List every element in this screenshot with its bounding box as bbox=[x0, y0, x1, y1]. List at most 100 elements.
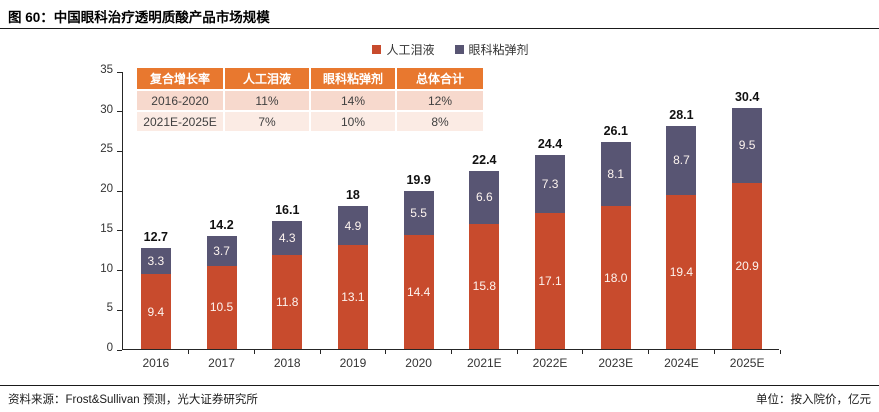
y-axis-tick-mark bbox=[117, 309, 122, 311]
cagr-table-header-cell: 眼科粘弹剂 bbox=[311, 68, 395, 89]
x-axis-tick-mark bbox=[385, 350, 387, 354]
bar-segment-viscoelastic: 7.3 bbox=[535, 155, 566, 214]
bar-total-label: 30.4 bbox=[734, 89, 760, 104]
chart-legend: 人工泪液 眼科粘弹剂 bbox=[122, 41, 779, 57]
x-axis-category-label: 2017 bbox=[208, 356, 235, 370]
bar-column-2019: 13.1 4.9 18 2019 bbox=[320, 72, 386, 370]
bar-segment-value-label: 3.7 bbox=[213, 243, 230, 258]
bar-column-2017: 10.5 3.7 14.2 2017 bbox=[189, 72, 255, 370]
x-axis-tick-mark bbox=[779, 350, 781, 354]
x-axis-category-label: 2020 bbox=[405, 356, 432, 370]
bar-segment-value-label: 6.6 bbox=[476, 190, 493, 205]
bar-column-2021E: 15.8 6.6 22.4 2021E bbox=[452, 72, 518, 370]
y-axis-tick-mark bbox=[117, 230, 122, 232]
legend-swatch-red-icon bbox=[372, 44, 382, 54]
y-axis-tick-label: 15 bbox=[100, 222, 113, 235]
cagr-table-cell: 14% bbox=[311, 91, 395, 110]
bar-segment-viscoelastic: 8.1 bbox=[600, 141, 631, 207]
x-axis-category-label: 2021E bbox=[466, 356, 502, 370]
bar-segment-value-label: 4.3 bbox=[278, 231, 296, 246]
x-axis-tick-mark bbox=[451, 350, 452, 354]
legend-label-viscoelastic: 眼科粘弹剂 bbox=[468, 42, 529, 57]
bar-segment-artificial-tears: 17.1 bbox=[535, 213, 566, 349]
figure-footer: 资料来源：Frost&Sullivan 预测，光大证券研究所 单位：按入院价，亿… bbox=[8, 391, 871, 407]
bar-column-2023E: 18.0 8.1 26.1 2023E bbox=[583, 72, 649, 370]
bar-total-label: 26.1 bbox=[603, 123, 628, 138]
bar-segment-viscoelastic: 6.6 bbox=[469, 171, 500, 224]
bar-segment-value-label: 9.4 bbox=[147, 304, 165, 319]
title-divider bbox=[0, 28, 879, 29]
y-axis-tick-label: 0 bbox=[106, 342, 113, 354]
bar-segment-value-label: 17.1 bbox=[538, 274, 562, 289]
bar-segment-value-label: 8.7 bbox=[673, 153, 690, 168]
cagr-table-cell: 10% bbox=[311, 112, 395, 131]
cagr-table-header-cell: 总体合计 bbox=[397, 68, 483, 89]
bar-segment-viscoelastic: 8.7 bbox=[666, 125, 697, 195]
figure-title: 图 60：中国眼科治疗透明质酸产品市场规模 bbox=[8, 10, 270, 25]
bar-column-2022E: 17.1 7.3 24.4 2022E bbox=[517, 72, 583, 370]
cagr-table-cell: 8% bbox=[397, 112, 483, 131]
bar-column-2020: 14.4 5.5 19.9 2020 bbox=[386, 72, 452, 370]
y-axis-tick-mark bbox=[117, 190, 122, 192]
bar-total-label: 19.9 bbox=[406, 172, 431, 187]
bar-segment-value-label: 7.3 bbox=[541, 177, 559, 192]
bar-segment-artificial-tears: 19.4 bbox=[666, 194, 697, 349]
x-axis-tick-mark bbox=[648, 350, 650, 354]
y-axis-tick-label: 5 bbox=[106, 302, 113, 315]
bar-segment-value-label: 8.1 bbox=[607, 166, 625, 181]
y-axis-tick-mark bbox=[117, 150, 122, 152]
bar-total-label: 24.4 bbox=[537, 137, 563, 152]
legend-item-viscoelastic: 眼科粘弹剂 bbox=[454, 41, 529, 58]
cagr-table-header-cell: 复合增长率 bbox=[137, 68, 223, 89]
bar-segment-artificial-tears: 15.8 bbox=[469, 223, 500, 349]
cagr-table-row: 2021E-2025E 7% 10% 8% bbox=[137, 112, 483, 131]
x-axis-category-label: 2023E bbox=[598, 356, 634, 370]
bar-segment-viscoelastic: 3.3 bbox=[140, 248, 171, 275]
x-axis-tick-mark bbox=[319, 350, 321, 354]
bar-column-2024E: 19.4 8.7 28.1 2024E bbox=[649, 72, 715, 370]
stacked-bar-plot: 0 5 10 15 20 25 30 35 9.4 3.3 12.7 2016 10.5 3.7 14.2 2… bbox=[100, 64, 781, 370]
bar-segment-artificial-tears: 13.1 bbox=[337, 244, 368, 349]
x-axis-category-label: 2025E bbox=[729, 356, 765, 370]
bar-segment-artificial-tears: 10.5 bbox=[206, 265, 237, 349]
cagr-table-header-cell: 人工泪液 bbox=[225, 68, 309, 89]
bar-segment-value-label: 18.0 bbox=[604, 270, 628, 285]
x-axis-tick-mark bbox=[253, 350, 255, 354]
bar-segment-value-label: 13.1 bbox=[341, 289, 365, 304]
footer-divider bbox=[0, 385, 879, 386]
y-axis-tick-label: 30 bbox=[100, 103, 113, 116]
bar-segment-value-label: 10.5 bbox=[209, 300, 234, 315]
bar-column-2018: 11.8 4.3 16.1 2018 bbox=[254, 72, 320, 370]
x-axis-tick-mark bbox=[582, 350, 584, 354]
bar-segment-viscoelastic: 3.7 bbox=[206, 236, 237, 266]
bar-column-2025E: 20.9 9.5 30.4 2025E bbox=[714, 72, 780, 370]
cagr-table-cell: 7% bbox=[225, 112, 309, 131]
bar-segment-value-label: 5.5 bbox=[410, 205, 427, 220]
bar-segment-artificial-tears: 20.9 bbox=[732, 183, 763, 349]
bar-total-label: 12.7 bbox=[143, 230, 169, 245]
cagr-table-cell: 2016-2020 bbox=[137, 91, 223, 110]
y-axis-tick-label: 25 bbox=[100, 143, 113, 156]
bar-total-label: 22.4 bbox=[472, 153, 497, 168]
cagr-table: 复合增长率 人工泪液 眼科粘弹剂 总体合计 2016-2020 11% 14% 12% 2021… bbox=[135, 66, 485, 133]
bar-segment-value-label: 11.8 bbox=[276, 295, 299, 310]
x-axis-category-label: 2022E bbox=[532, 356, 568, 370]
bar-segment-value-label: 9.5 bbox=[738, 138, 756, 153]
cagr-table-cell: 12% bbox=[397, 91, 483, 110]
bar-segment-value-label: 4.9 bbox=[344, 218, 362, 233]
bar-segment-artificial-tears: 11.8 bbox=[272, 255, 303, 349]
bar-total-label: 14.2 bbox=[209, 218, 234, 233]
bar-segment-value-label: 14.4 bbox=[406, 284, 431, 299]
bar-total-label: 18 bbox=[345, 188, 360, 203]
bar-segment-artificial-tears: 14.4 bbox=[403, 234, 434, 349]
bar-segment-artificial-tears: 18.0 bbox=[600, 206, 631, 349]
legend-swatch-purple-icon bbox=[454, 44, 464, 54]
x-axis-category-label: 2024E bbox=[664, 356, 699, 370]
x-axis-tick-mark bbox=[713, 350, 715, 354]
bar-segment-value-label: 19.4 bbox=[669, 264, 694, 279]
x-axis-tick-mark bbox=[516, 350, 518, 354]
bar-segment-value-label: 20.9 bbox=[735, 259, 759, 273]
x-axis-tick-mark bbox=[188, 350, 190, 354]
cagr-table-cell: 2021E-2025E bbox=[137, 112, 223, 131]
